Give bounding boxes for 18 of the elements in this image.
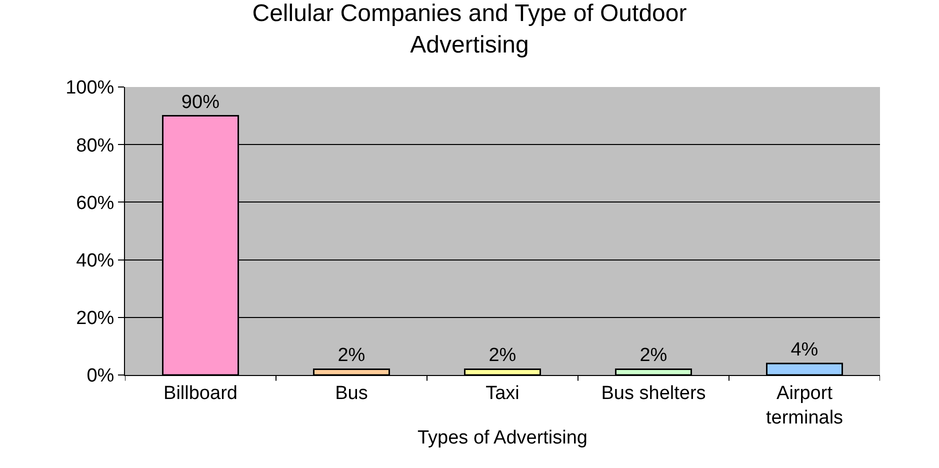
- data-label: 4%: [790, 339, 818, 360]
- y-tick-label: 0%: [86, 366, 114, 387]
- x-tick-label: Bus shelters: [601, 382, 706, 404]
- data-label: 2%: [488, 345, 516, 366]
- data-label: 2%: [640, 345, 668, 366]
- y-tick-label: 60%: [76, 192, 114, 214]
- chart-title: Cellular Companies and Type of Outdoor Advertising: [252, 0, 687, 58]
- data-label: 90%: [181, 92, 220, 113]
- y-tick-label: 100%: [66, 78, 114, 99]
- y-tick-label: 40%: [76, 250, 114, 272]
- data-label: 2%: [338, 345, 366, 366]
- y-tick-label: 20%: [76, 308, 114, 330]
- x-tick-label: Airport terminals: [766, 382, 844, 428]
- x-tick-label: Taxi: [486, 382, 520, 404]
- x-tick-label: Bus: [335, 382, 368, 404]
- x-tick-label: Billboard: [164, 382, 238, 404]
- x-axis-title: Types of Advertising: [417, 427, 588, 448]
- y-tick-label: 80%: [76, 135, 114, 156]
